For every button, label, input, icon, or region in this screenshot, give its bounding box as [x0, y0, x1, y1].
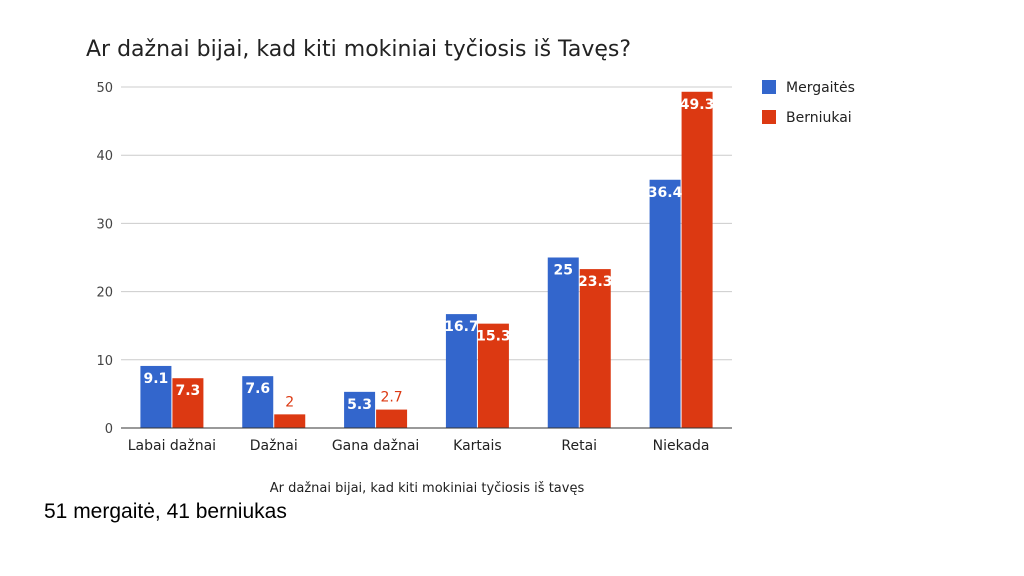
chart-title: Ar dažnai bijai, kad kiti mokiniai tyčio… [86, 37, 631, 62]
bar-mergaites [445, 314, 477, 428]
bar-berniukai [172, 378, 204, 428]
bar-mergaites [140, 365, 172, 428]
data-label: 36.4 [648, 185, 683, 201]
x-tick-label: Retai [561, 438, 597, 454]
bar-mergaites [649, 179, 681, 428]
data-label: 9.1 [144, 371, 169, 387]
x-tick-label: Gana dažnai [332, 438, 420, 454]
data-label: 2.7 [380, 390, 402, 406]
legend-swatch [762, 80, 776, 94]
bar-berniukai [477, 323, 509, 428]
bar-mergaites [242, 376, 274, 428]
gridlines [121, 86, 732, 361]
legend: Mergaitės Berniukai [762, 80, 855, 126]
bar-mergaites [547, 257, 579, 428]
x-tick-label: Kartais [453, 438, 502, 454]
legend-swatch [762, 110, 776, 124]
x-axis-ticks: Labai dažnai Dažnai Gana dažnai Kartais Reta… [128, 438, 710, 454]
y-tick-label: 10 [96, 354, 113, 369]
bar-berniukai [376, 409, 408, 428]
x-tick-label: Dažnai [250, 438, 298, 454]
legend-label: Mergaitės [786, 80, 855, 96]
y-tick-label: 30 [96, 217, 113, 232]
bar-chart: Ar dažnai bijai, kad kiti mokiniai tyčio… [86, 37, 855, 496]
y-tick-label: 50 [96, 81, 113, 96]
bar-mergaites [344, 391, 376, 428]
data-label: 5.3 [347, 397, 372, 413]
bar-berniukai [579, 269, 611, 428]
data-label: 15.3 [476, 329, 511, 345]
x-axis-title: Ar dažnai bijai, kad kiti mokiniai tyčio… [270, 481, 585, 496]
bar-berniukai [681, 91, 713, 429]
data-label: 16.7 [444, 319, 479, 335]
data-label: 49.3 [680, 97, 715, 113]
x-tick-label: Labai dažnai [128, 438, 216, 454]
bars [140, 91, 713, 429]
y-tick-label: 20 [96, 286, 113, 301]
y-tick-label: 0 [105, 422, 113, 437]
y-axis-ticks: 0 10 20 30 40 50 [96, 81, 113, 437]
x-tick-label: Niekada [653, 438, 710, 454]
bar-berniukai [274, 414, 306, 428]
data-label: 25 [554, 263, 573, 279]
data-labels: 9.1 7.3 7.6 2 5.3 2.7 16.715.3 25 23.3 36.4 49.3 [144, 97, 715, 413]
y-tick-label: 40 [96, 149, 113, 164]
legend-label: Berniukai [786, 110, 852, 126]
data-label: 23.3 [578, 274, 613, 290]
data-label: 7.6 [245, 381, 270, 397]
sample-size-note: 51 mergaitė, 41 berniukas [44, 500, 287, 523]
data-label: 7.3 [176, 383, 201, 399]
data-label: 2 [285, 394, 294, 410]
